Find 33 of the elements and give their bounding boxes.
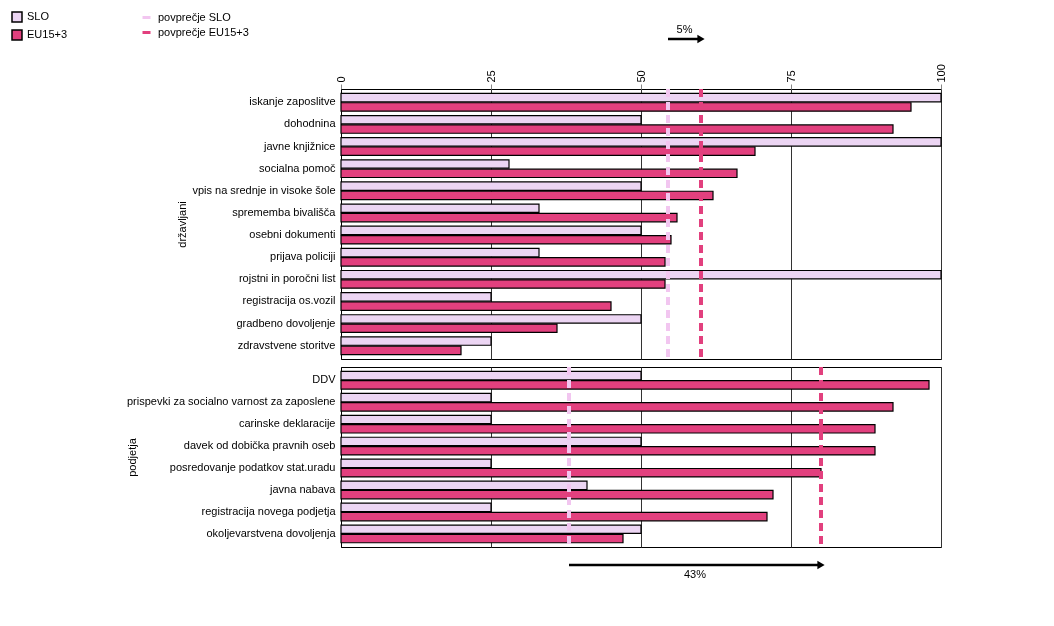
x-tick-label: 100 [934, 64, 947, 83]
legend-label: povprečje EU15+3 [158, 25, 249, 38]
legend-label: SLO [27, 10, 50, 22]
y-tick-label: gradbeno dovoljenje [236, 316, 336, 329]
y-tick-label: DDV [312, 373, 337, 386]
legend-label: EU15+3 [27, 28, 68, 40]
legend-label: povprečje SLO [158, 10, 232, 23]
y-tick-label: zdravstvene storitve [237, 338, 336, 351]
y-tick-label: dohodnina [284, 117, 337, 130]
y-tick-label: prispevki za socialno varnost za zaposlene [126, 395, 336, 408]
y-tick-label: sprememba bivališča [232, 205, 337, 218]
x-tick-label: 0 [334, 76, 347, 83]
x-tick-label: 25 [484, 70, 497, 83]
y-tick-label: socialna pomoč [259, 161, 336, 174]
y-tick-label: okoljevarstvena dovoljenja [206, 526, 337, 539]
y-axis-title: podjetja [125, 437, 138, 477]
text: 5% [676, 23, 693, 35]
y-tick-label: posredovanje podatkov stat.uradu [169, 460, 336, 473]
y-tick-label: registracija os.vozil [242, 294, 336, 307]
y-tick-label: registracija novega podjetja [201, 504, 337, 517]
y-tick-label: vpis na srednje in visoke šole [192, 183, 336, 196]
y-tick-label: rojstni in poročni list [238, 272, 336, 285]
y-tick-label: javne knjižnice [262, 139, 336, 152]
y-tick-label: prijava policiji [270, 250, 336, 263]
x-tick-label: 75 [784, 70, 797, 83]
y-axis-title: državljani [176, 201, 189, 248]
text: 43% [683, 568, 707, 580]
y-tick-label: osebni dokumenti [249, 228, 336, 241]
y-tick-label: iskanje zaposlitve [249, 95, 336, 108]
y-tick-label: davek od dobička pravnih oseb [183, 439, 336, 452]
x-tick-label: 50 [634, 70, 647, 83]
y-tick-label: javna nabava [269, 482, 337, 495]
y-tick-label: carinske deklaracije [238, 417, 336, 430]
